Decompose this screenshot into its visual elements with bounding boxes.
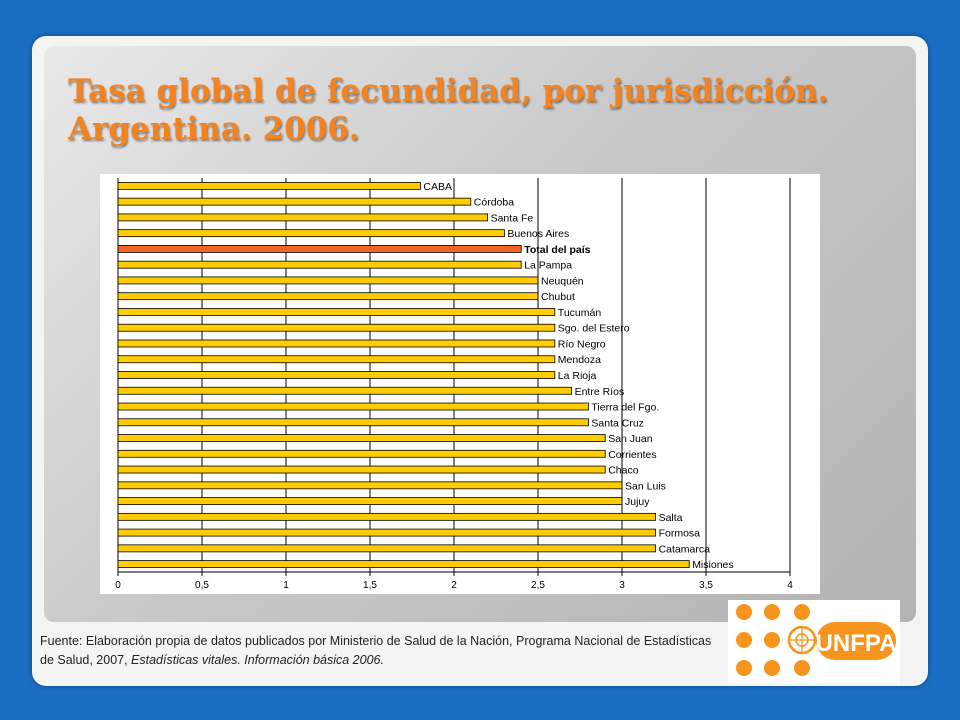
bar bbox=[117, 245, 522, 253]
fertility-bar-chart: 0 0,5 1 1,5 2 2,5 3 3,5 4 CABA Córdoba Santa Fe Buen… bbox=[100, 174, 820, 594]
bar bbox=[117, 355, 556, 364]
bar bbox=[117, 481, 623, 490]
category-label: Corrientes bbox=[608, 449, 656, 461]
logo-dot bbox=[794, 604, 810, 620]
logo-dot bbox=[764, 632, 780, 648]
logo-dot bbox=[794, 660, 810, 676]
category-label: Santa Fe bbox=[491, 212, 534, 224]
category-label: CABA bbox=[423, 181, 452, 193]
category-label: Chubut bbox=[541, 291, 575, 303]
x-tick-label: 1 bbox=[283, 580, 289, 591]
bar bbox=[117, 386, 573, 395]
source-text: Fuente: Elaboración propia de datos publ… bbox=[40, 634, 712, 667]
bar bbox=[117, 512, 656, 521]
bar bbox=[117, 465, 606, 474]
bar bbox=[117, 449, 606, 458]
bar bbox=[117, 434, 606, 442]
category-label: Salta bbox=[659, 512, 683, 524]
category-label: Tierra del Fgo. bbox=[591, 402, 659, 414]
category-label: La Pampa bbox=[524, 260, 572, 272]
logo-dot bbox=[736, 604, 752, 620]
source-publication: Estadísticas vitales. Información básica… bbox=[131, 653, 384, 667]
category-label: Formosa bbox=[659, 528, 701, 540]
source-note: Fuente: Elaboración propia de datos publ… bbox=[40, 632, 720, 670]
x-tick-label: 0,5 bbox=[195, 580, 209, 591]
category-label: San Luis bbox=[625, 480, 666, 492]
bar bbox=[117, 497, 623, 505]
x-tick-label: 1,5 bbox=[363, 580, 377, 591]
bar bbox=[117, 339, 556, 348]
bar bbox=[117, 323, 556, 332]
bar bbox=[117, 181, 421, 190]
category-label: Santa Cruz bbox=[591, 417, 644, 429]
bar bbox=[117, 276, 539, 285]
title-line-1: Tasa global de fecundidad, por jurisdicc… bbox=[68, 73, 829, 109]
x-tick-label: 0 bbox=[115, 580, 121, 591]
unfpa-logo: UNFPA bbox=[728, 600, 900, 684]
bar bbox=[117, 560, 690, 569]
title-line-2: Argentina. 2006. bbox=[68, 111, 360, 147]
bar bbox=[117, 197, 472, 206]
category-label: Jujuy bbox=[625, 496, 650, 508]
logo-dot bbox=[736, 632, 752, 648]
unfpa-logo-text: UNFPA bbox=[816, 630, 897, 657]
un-emblem-icon bbox=[787, 625, 817, 655]
bar bbox=[117, 292, 539, 301]
category-label: Córdoba bbox=[474, 197, 514, 209]
category-label: Sgo. del Estero bbox=[558, 323, 630, 335]
bar bbox=[117, 213, 489, 222]
slide-title: Tasa global de fecundidad, por jurisdicc… bbox=[68, 72, 888, 148]
logo-dot bbox=[764, 660, 780, 676]
category-label: Buenos Aires bbox=[507, 228, 569, 240]
category-label: San Juan bbox=[608, 433, 653, 445]
bar bbox=[117, 528, 656, 537]
category-label: Entre Ríos bbox=[575, 386, 625, 398]
bar bbox=[117, 418, 589, 427]
category-label: La Rioja bbox=[558, 370, 597, 382]
logo-dot bbox=[764, 604, 780, 620]
bar bbox=[117, 229, 505, 238]
category-label: Misiones bbox=[692, 559, 733, 571]
category-label: Neuquén bbox=[541, 275, 584, 287]
bar bbox=[117, 402, 589, 411]
logo-dot bbox=[736, 660, 752, 676]
category-label: Mendoza bbox=[558, 354, 601, 366]
bar bbox=[117, 260, 522, 269]
category-label: Tucumán bbox=[558, 307, 602, 319]
x-tick-label: 2 bbox=[451, 580, 457, 591]
category-label: Total del país bbox=[524, 244, 590, 256]
x-tick-label: 4 bbox=[787, 580, 793, 591]
x-tick-label: 3 bbox=[619, 580, 625, 591]
bar bbox=[117, 371, 556, 379]
bar bbox=[117, 544, 656, 553]
category-label: Catamarca bbox=[659, 543, 711, 555]
bar bbox=[117, 308, 556, 316]
category-label: Chaco bbox=[608, 465, 639, 477]
x-tick-label: 2,5 bbox=[531, 580, 545, 591]
chart-canvas: 0 0,5 1 1,5 2 2,5 3 3,5 4 CABA Córdoba Santa Fe Buen… bbox=[115, 178, 793, 591]
unfpa-logo-graphic: UNFPA bbox=[736, 604, 897, 676]
category-label: Río Negro bbox=[558, 338, 606, 350]
x-tick-label: 3,5 bbox=[699, 580, 713, 591]
